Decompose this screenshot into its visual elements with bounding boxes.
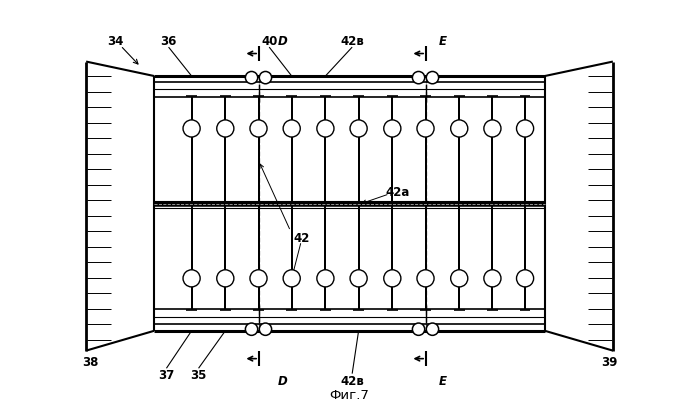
Text: Фиг.7: Фиг.7 (329, 388, 370, 401)
Text: 42а: 42а (385, 186, 410, 199)
Text: 38: 38 (82, 356, 98, 370)
Text: E: E (439, 35, 447, 48)
Text: D: D (278, 35, 287, 48)
Text: 42в: 42в (340, 375, 364, 388)
Circle shape (250, 270, 267, 287)
Circle shape (317, 270, 334, 287)
Circle shape (451, 270, 468, 287)
Text: D: D (278, 375, 287, 388)
Text: 42в: 42в (340, 35, 364, 48)
Circle shape (417, 120, 434, 137)
Text: E: E (439, 375, 447, 388)
Circle shape (417, 270, 434, 287)
Circle shape (426, 323, 439, 335)
Circle shape (350, 120, 367, 137)
Circle shape (283, 270, 301, 287)
Text: 37: 37 (158, 369, 175, 382)
Circle shape (517, 120, 533, 137)
Circle shape (217, 120, 234, 137)
Text: 35: 35 (190, 369, 207, 382)
Circle shape (517, 270, 533, 287)
Circle shape (484, 120, 501, 137)
Circle shape (245, 323, 258, 335)
Text: 39: 39 (601, 356, 617, 370)
Circle shape (317, 120, 334, 137)
Circle shape (426, 71, 439, 84)
Circle shape (350, 270, 367, 287)
Circle shape (384, 270, 401, 287)
Circle shape (259, 323, 272, 335)
Circle shape (245, 71, 258, 84)
Circle shape (451, 120, 468, 137)
Text: 40: 40 (261, 35, 278, 48)
Text: 36: 36 (160, 35, 177, 48)
Circle shape (484, 270, 501, 287)
Text: 42: 42 (293, 232, 310, 245)
Circle shape (183, 120, 200, 137)
Circle shape (412, 323, 425, 335)
Circle shape (283, 120, 301, 137)
Circle shape (250, 120, 267, 137)
Text: 34: 34 (107, 35, 123, 48)
Circle shape (217, 270, 234, 287)
Circle shape (384, 120, 401, 137)
Circle shape (183, 270, 200, 287)
Circle shape (259, 71, 272, 84)
Circle shape (412, 71, 425, 84)
